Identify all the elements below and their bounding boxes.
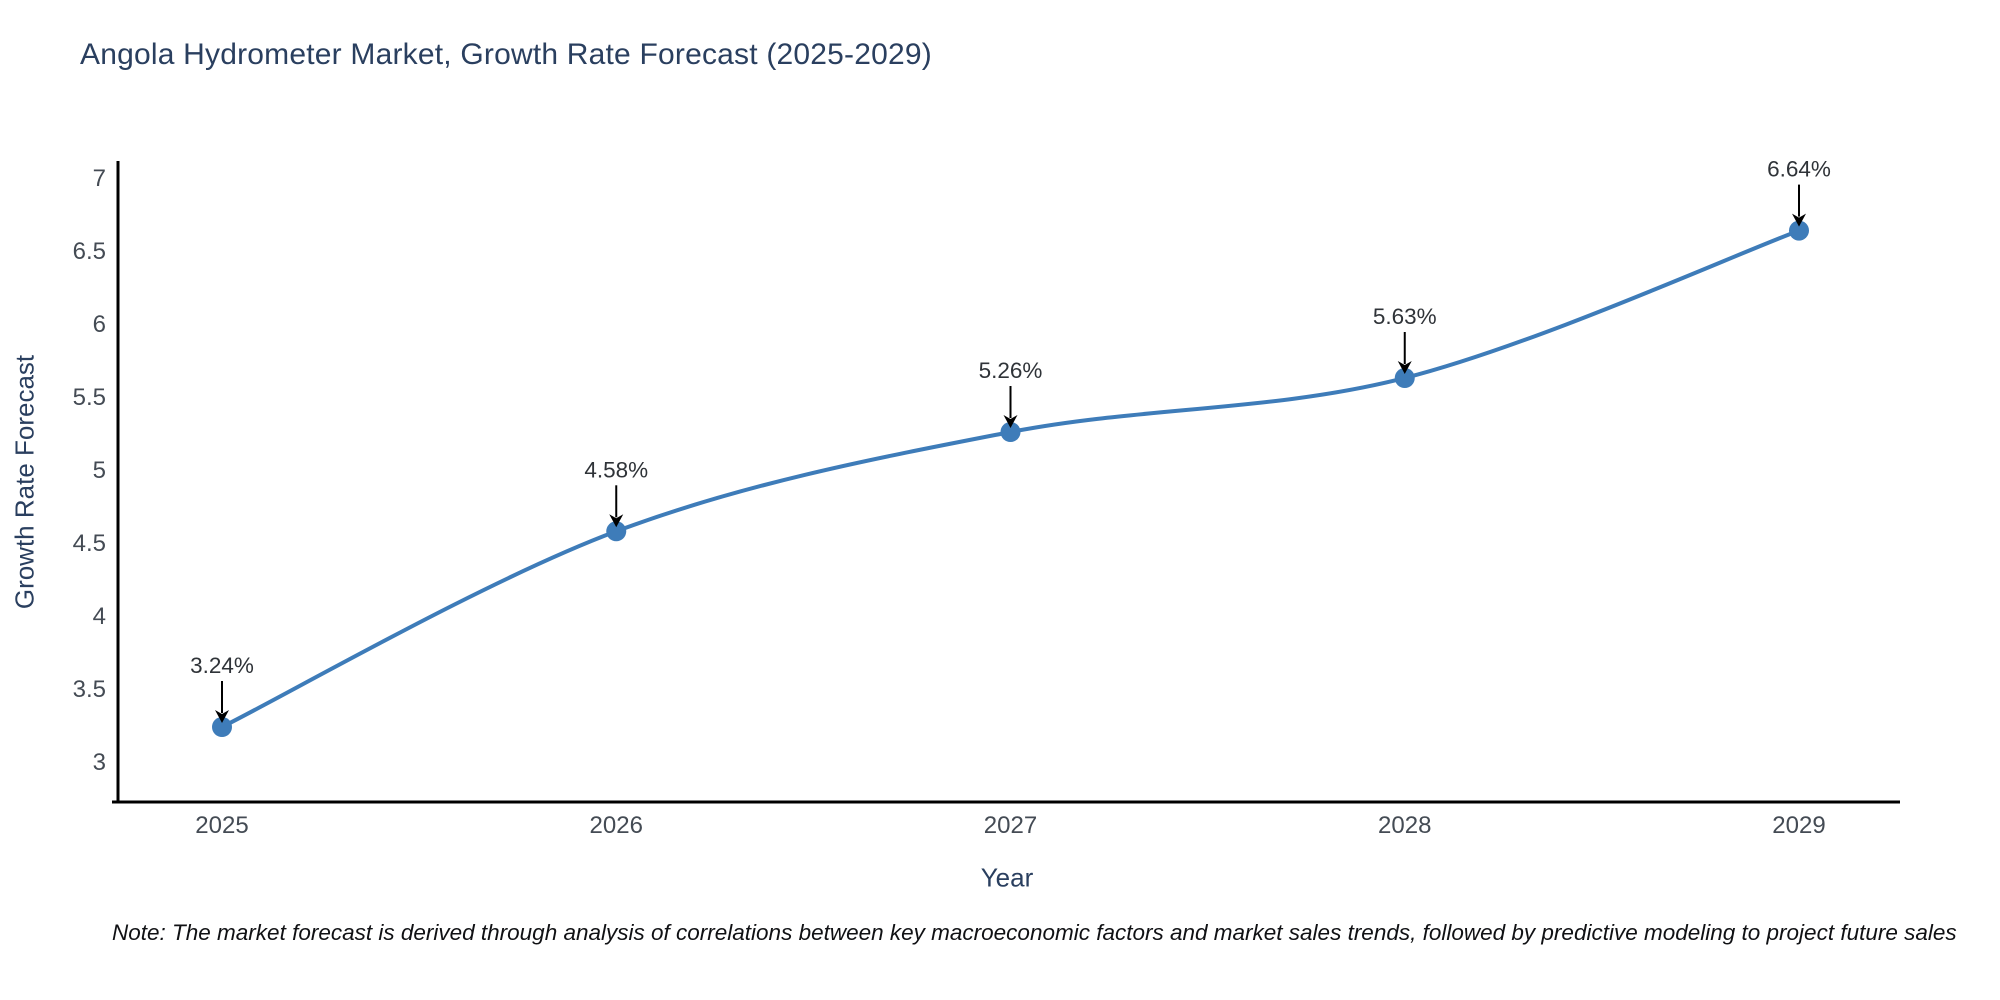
x-tick-label: 2026 xyxy=(590,812,643,839)
x-tick-label: 2027 xyxy=(984,812,1037,839)
data-point-marker[interactable] xyxy=(1394,368,1415,388)
data-point-label: 5.26% xyxy=(979,358,1043,383)
data-point-label: 5.63% xyxy=(1373,304,1437,329)
y-tick-label: 4 xyxy=(93,603,106,630)
footnote: Note: The market forecast is derived thr… xyxy=(112,920,1957,945)
x-tick-label: 2028 xyxy=(1378,812,1431,839)
data-point-label: 3.24% xyxy=(190,653,254,678)
y-tick-label: 6 xyxy=(93,311,106,338)
chart-title: Angola Hydrometer Market, Growth Rate Fo… xyxy=(80,38,932,71)
trend-line xyxy=(220,228,1801,729)
data-point-label: 6.64% xyxy=(1767,157,1831,182)
annotation-arrowhead xyxy=(215,710,229,723)
y-axis-title: Growth Rate Forecast xyxy=(9,354,40,610)
annotation-arrowhead xyxy=(1792,213,1806,227)
x-axis-title: Year xyxy=(980,862,1034,893)
data-point-marker[interactable] xyxy=(1000,422,1021,442)
annotation-arrowhead xyxy=(1003,415,1018,428)
y-tick-label: 6.5 xyxy=(73,238,106,265)
data-point-marker[interactable] xyxy=(1789,220,1809,241)
x-tick-label: 2029 xyxy=(1772,812,1825,839)
data-point-label: 4.58% xyxy=(584,457,648,482)
data-point-marker[interactable] xyxy=(606,521,627,542)
x-tick-label: 2025 xyxy=(195,812,248,839)
data-point-marker[interactable] xyxy=(212,717,232,737)
annotation-arrowhead xyxy=(1397,361,1412,374)
y-tick-label: 7 xyxy=(93,165,106,192)
y-tick-label: 3 xyxy=(93,749,106,776)
y-tick-label: 3.5 xyxy=(73,676,106,703)
y-tick-label: 5 xyxy=(93,457,106,484)
annotation-arrowhead xyxy=(609,514,624,528)
y-tick-label: 5.5 xyxy=(73,384,106,411)
y-tick-label: 4.5 xyxy=(73,530,106,557)
